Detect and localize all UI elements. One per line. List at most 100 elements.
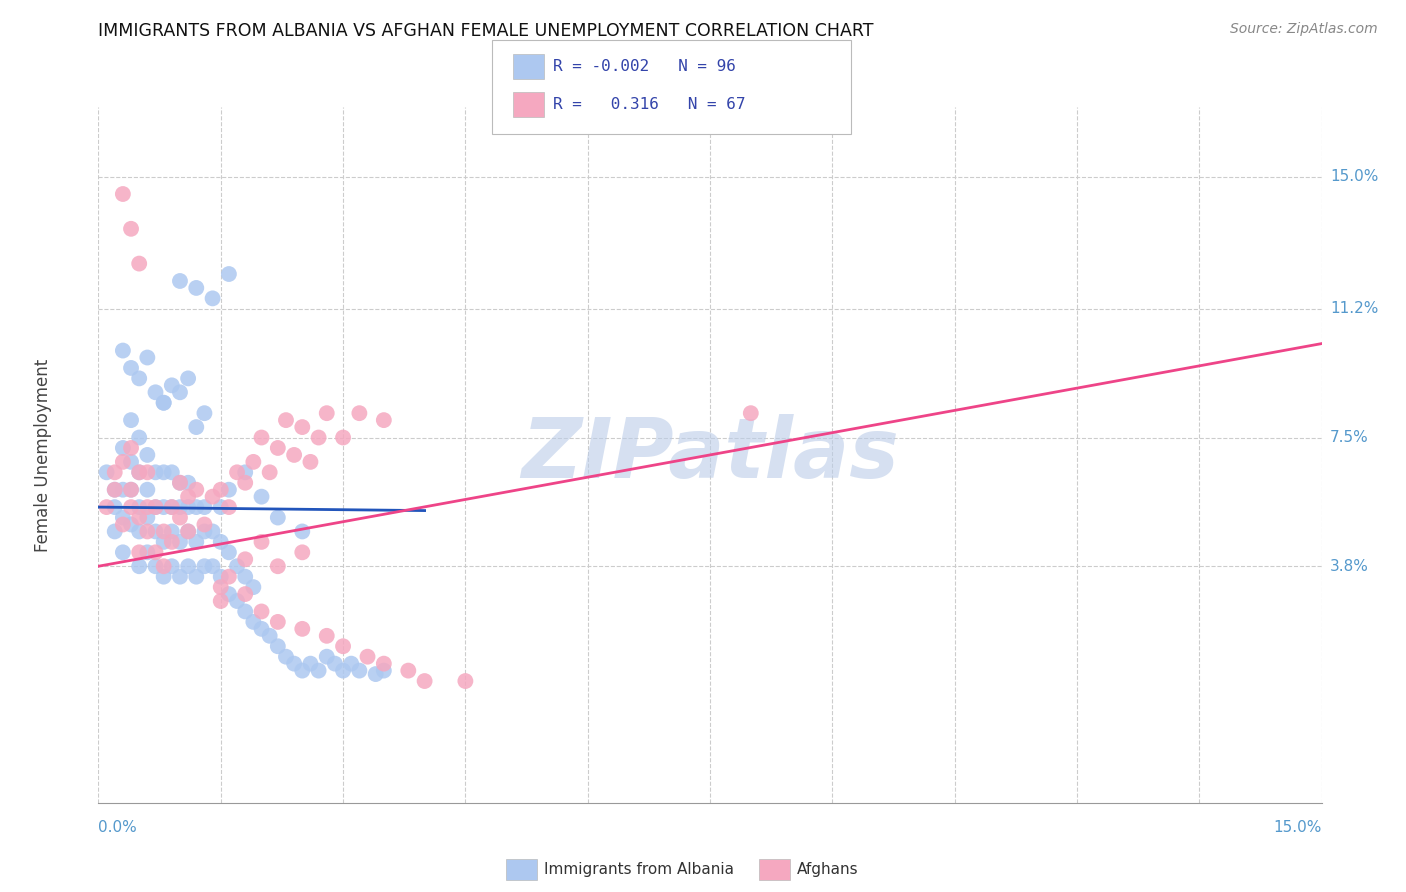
Point [267,639,290,653]
Point [218,500,240,514]
Point [233,552,256,566]
Text: Immigrants from Albania: Immigrants from Albania [544,863,734,877]
Point [242,580,264,594]
Point [177,371,200,385]
Point [169,274,191,288]
Point [250,622,273,636]
Point [120,222,142,236]
Point [332,430,354,444]
Point [152,570,174,584]
Point [209,570,232,584]
Point [186,420,208,434]
Point [291,545,314,559]
Point [193,524,215,539]
Point [169,500,191,514]
Point [373,657,395,671]
Point [136,351,159,365]
Point [152,534,174,549]
Text: 7.5%: 7.5% [1330,430,1368,445]
Point [128,524,150,539]
Point [160,500,183,514]
Point [349,406,371,420]
Point [242,455,264,469]
Point [145,385,167,400]
Text: IMMIGRANTS FROM ALBANIA VS AFGHAN FEMALE UNEMPLOYMENT CORRELATION CHART: IMMIGRANTS FROM ALBANIA VS AFGHAN FEMALE… [98,22,875,40]
Point [201,291,224,305]
Point [177,475,200,490]
Point [299,657,322,671]
Point [740,406,762,420]
Point [104,483,127,497]
Point [274,413,297,427]
Point [193,559,215,574]
Point [169,570,191,584]
Point [332,639,354,653]
Point [291,420,314,434]
Point [209,580,232,594]
Point [160,378,183,392]
Point [226,466,249,480]
Point [201,524,224,539]
Point [136,545,159,559]
Point [169,510,191,524]
Point [356,649,378,664]
Point [111,483,134,497]
Point [349,664,371,678]
Point [120,517,142,532]
Point [120,455,142,469]
Point [291,622,314,636]
Point [177,490,200,504]
Point [104,524,127,539]
Point [96,466,118,480]
Point [315,629,337,643]
Text: 15.0%: 15.0% [1274,821,1322,835]
Point [274,649,297,664]
Point [186,500,208,514]
Point [160,534,183,549]
Point [283,657,305,671]
Point [120,413,142,427]
Point [152,524,174,539]
Point [128,466,150,480]
Point [111,187,134,202]
Point [111,510,134,524]
Point [177,524,200,539]
Point [396,664,419,678]
Point [128,510,150,524]
Point [283,448,305,462]
Text: Female Unemployment: Female Unemployment [34,359,52,551]
Point [267,615,290,629]
Point [226,559,249,574]
Point [291,524,314,539]
Point [250,534,273,549]
Point [193,500,215,514]
Point [136,466,159,480]
Text: Source: ZipAtlas.com: Source: ZipAtlas.com [1230,22,1378,37]
Point [120,483,142,497]
Point [233,605,256,619]
Point [128,257,150,271]
Point [250,605,273,619]
Point [332,664,354,678]
Point [267,559,290,574]
Point [169,475,191,490]
Point [111,517,134,532]
Point [160,524,183,539]
Point [145,500,167,514]
Point [152,500,174,514]
Point [218,545,240,559]
Point [308,664,330,678]
Point [259,466,281,480]
Point [128,466,150,480]
Point [308,430,330,444]
Point [128,500,150,514]
Text: 15.0%: 15.0% [1330,169,1378,184]
Point [315,649,337,664]
Point [233,466,256,480]
Point [136,448,159,462]
Point [152,466,174,480]
Point [186,534,208,549]
Point [250,490,273,504]
Point [111,343,134,358]
Point [111,441,134,455]
